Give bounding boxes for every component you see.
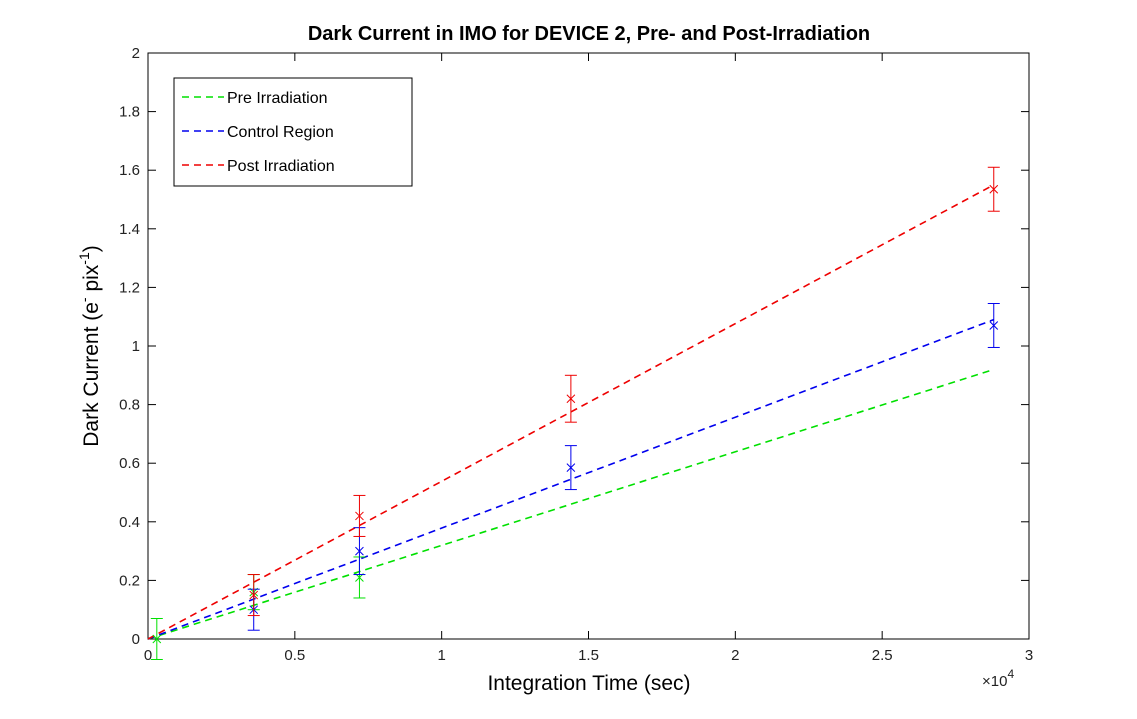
data-points: [150, 166, 1000, 661]
legend-label: Control Region: [227, 124, 334, 141]
data-point: [247, 574, 260, 617]
chart-title: Dark Current in IMO for DEVICE 2, Pre- a…: [308, 23, 870, 45]
legend-label: Post Irradiation: [227, 158, 335, 175]
data-point: [150, 617, 163, 661]
y-tick-label: 1.4: [119, 221, 140, 238]
fit-line: [147, 184, 995, 640]
x-marker: [566, 463, 576, 472]
x-tick-label: 0: [144, 647, 152, 664]
legend: Pre Irradiation Control Region Post Irradi…: [173, 77, 413, 187]
x-marker: [566, 394, 576, 404]
y-tick-label: 2: [132, 45, 140, 62]
x-axis-multiplier-exp: 4: [1007, 667, 1014, 681]
y-tick-label: 0.2: [119, 572, 140, 589]
data-point: [987, 303, 1000, 348]
legend-label: Pre Irradiation: [227, 90, 328, 107]
x-marker: [152, 634, 162, 644]
x-tick-label: 3: [1025, 647, 1033, 664]
y-tick-label: 0.6: [119, 455, 140, 472]
x-tick-label: 1.5: [578, 647, 599, 664]
x-tick-label: 2: [731, 647, 739, 664]
legend-box: [173, 77, 413, 187]
y-tick-label: 0.8: [119, 397, 140, 414]
x-marker: [355, 511, 364, 521]
x-tick-label: 0.5: [284, 647, 305, 664]
data-point: [987, 166, 1000, 212]
x-tick-label: 1: [437, 647, 445, 664]
fit-lines: [147, 184, 995, 640]
y-tick-label: 1.6: [119, 162, 140, 179]
x-marker: [355, 546, 364, 556]
y-axis-label-sup1: -: [76, 297, 92, 302]
x-marker: [249, 590, 259, 600]
y-tick-label: 0.4: [119, 514, 140, 531]
y-axis-label-main: Dark Current (e: [80, 302, 103, 447]
fit-line: [147, 368, 995, 640]
y-tick-label: 0: [132, 631, 140, 648]
x-axis-multiplier: ×104: [982, 667, 1014, 690]
y-tick-label: 1: [132, 338, 140, 355]
y-axis-label-end: ): [80, 245, 103, 252]
y-axis-label-mid: pix: [80, 264, 103, 297]
data-point: [564, 445, 577, 491]
data-point: [564, 374, 577, 423]
y-axis-label: Dark Current (e- pix-1): [76, 245, 103, 447]
fit-line: [147, 318, 995, 640]
x-marker: [989, 321, 999, 330]
data-point: [353, 494, 366, 537]
x-tick-label: 2.5: [872, 647, 893, 664]
y-tick-label: 1.2: [119, 279, 140, 296]
x-axis-label: Integration Time (sec): [487, 672, 690, 695]
x-axis-multiplier-base: ×10: [982, 673, 1007, 690]
axis-ticks: 0 0.5 1 1.5 2 2.5 3 0 0.2 0.4 0.6 0.8 1 1.2 1.4 1.6 1.8 2: [119, 45, 1033, 664]
x-marker: [989, 184, 999, 194]
y-tick-label: 1.8: [119, 104, 140, 121]
y-axis-label-sup2: -1: [76, 252, 92, 265]
